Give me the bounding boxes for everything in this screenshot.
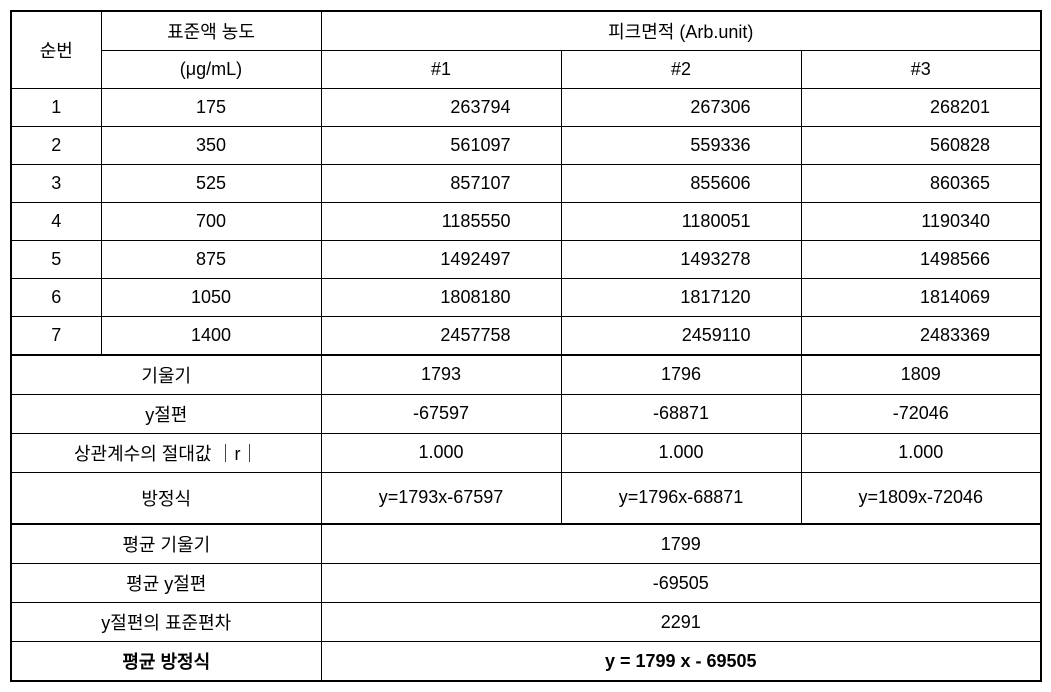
cell-v2: 559336 <box>561 127 801 165</box>
header-row-1: 순번 표준액 농도 피크면적 (Arb.unit) <box>11 11 1041 51</box>
intercept-v3: -72046 <box>801 394 1041 433</box>
table-row: 1 175 263794 267306 268201 <box>11 89 1041 127</box>
summary-row-avg-eq: 평균 방정식 y = 1799 x - 69505 <box>11 642 1041 682</box>
cell-v1: 857107 <box>321 165 561 203</box>
cell-conc: 350 <box>101 127 321 165</box>
stats-row-intercept: y절편 -67597 -68871 -72046 <box>11 394 1041 433</box>
cell-conc: 700 <box>101 203 321 241</box>
sd-intercept-value: 2291 <box>321 603 1041 642</box>
cell-v3: 268201 <box>801 89 1041 127</box>
calibration-table: 순번 표준액 농도 피크면적 (Arb.unit) (μg/mL) #1 #2 … <box>10 10 1042 682</box>
cell-no: 7 <box>11 317 101 355</box>
cell-v2: 267306 <box>561 89 801 127</box>
avg-slope-label: 평균 기울기 <box>11 524 321 564</box>
intercept-label: y절편 <box>11 394 321 433</box>
corr-v2: 1.000 <box>561 433 801 472</box>
cell-conc: 525 <box>101 165 321 203</box>
header-col3: #3 <box>801 51 1041 89</box>
cell-v1: 1492497 <box>321 241 561 279</box>
cell-v2: 855606 <box>561 165 801 203</box>
stats-row-slope: 기울기 1793 1796 1809 <box>11 355 1041 395</box>
header-no: 순번 <box>11 11 101 89</box>
eq-v1: y=1793x-67597 <box>321 472 561 524</box>
cell-no: 6 <box>11 279 101 317</box>
cell-v2: 1493278 <box>561 241 801 279</box>
slope-label: 기울기 <box>11 355 321 395</box>
cell-v2: 1180051 <box>561 203 801 241</box>
cell-no: 2 <box>11 127 101 165</box>
corr-v1: 1.000 <box>321 433 561 472</box>
cell-v1: 2457758 <box>321 317 561 355</box>
table-row: 2 350 561097 559336 560828 <box>11 127 1041 165</box>
cell-v3: 560828 <box>801 127 1041 165</box>
eq-v2: y=1796x-68871 <box>561 472 801 524</box>
cell-conc: 175 <box>101 89 321 127</box>
stats-row-corr: 상관계수의 절대값 ｜r｜ 1.000 1.000 1.000 <box>11 433 1041 472</box>
cell-conc: 1050 <box>101 279 321 317</box>
cell-v2: 1817120 <box>561 279 801 317</box>
eq-v3: y=1809x-72046 <box>801 472 1041 524</box>
header-peak: 피크면적 (Arb.unit) <box>321 11 1041 51</box>
cell-v2: 2459110 <box>561 317 801 355</box>
slope-v1: 1793 <box>321 355 561 395</box>
cell-v1: 1185550 <box>321 203 561 241</box>
stats-row-eq: 방정식 y=1793x-67597 y=1796x-68871 y=1809x-… <box>11 472 1041 524</box>
header-conc: 표준액 농도 <box>101 11 321 51</box>
avg-intercept-value: -69505 <box>321 564 1041 603</box>
cell-v3: 1814069 <box>801 279 1041 317</box>
summary-row-avg-slope: 평균 기울기 1799 <box>11 524 1041 564</box>
cell-no: 4 <box>11 203 101 241</box>
table-row: 4 700 1185550 1180051 1190340 <box>11 203 1041 241</box>
intercept-v2: -68871 <box>561 394 801 433</box>
cell-v1: 263794 <box>321 89 561 127</box>
avg-eq-label: 평균 방정식 <box>11 642 321 682</box>
corr-label: 상관계수의 절대값 ｜r｜ <box>11 433 321 472</box>
avg-eq-value: y = 1799 x - 69505 <box>321 642 1041 682</box>
table-row: 6 1050 1808180 1817120 1814069 <box>11 279 1041 317</box>
sd-intercept-label: y절편의 표준편차 <box>11 603 321 642</box>
intercept-v1: -67597 <box>321 394 561 433</box>
cell-conc: 1400 <box>101 317 321 355</box>
corr-v3: 1.000 <box>801 433 1041 472</box>
cell-no: 5 <box>11 241 101 279</box>
avg-slope-value: 1799 <box>321 524 1041 564</box>
cell-v3: 860365 <box>801 165 1041 203</box>
summary-row-avg-intercept: 평균 y절편 -69505 <box>11 564 1041 603</box>
cell-conc: 875 <box>101 241 321 279</box>
cell-v1: 561097 <box>321 127 561 165</box>
header-conc-unit: (μg/mL) <box>101 51 321 89</box>
cell-v3: 1498566 <box>801 241 1041 279</box>
cell-v1: 1808180 <box>321 279 561 317</box>
eq-label: 방정식 <box>11 472 321 524</box>
header-col2: #2 <box>561 51 801 89</box>
table-row: 5 875 1492497 1493278 1498566 <box>11 241 1041 279</box>
table-row: 3 525 857107 855606 860365 <box>11 165 1041 203</box>
slope-v2: 1796 <box>561 355 801 395</box>
cell-no: 1 <box>11 89 101 127</box>
avg-intercept-label: 평균 y절편 <box>11 564 321 603</box>
summary-row-sd-intercept: y절편의 표준편차 2291 <box>11 603 1041 642</box>
cell-v3: 1190340 <box>801 203 1041 241</box>
header-col1: #1 <box>321 51 561 89</box>
header-row-2: (μg/mL) #1 #2 #3 <box>11 51 1041 89</box>
cell-v3: 2483369 <box>801 317 1041 355</box>
cell-no: 3 <box>11 165 101 203</box>
slope-v3: 1809 <box>801 355 1041 395</box>
table-row: 7 1400 2457758 2459110 2483369 <box>11 317 1041 355</box>
